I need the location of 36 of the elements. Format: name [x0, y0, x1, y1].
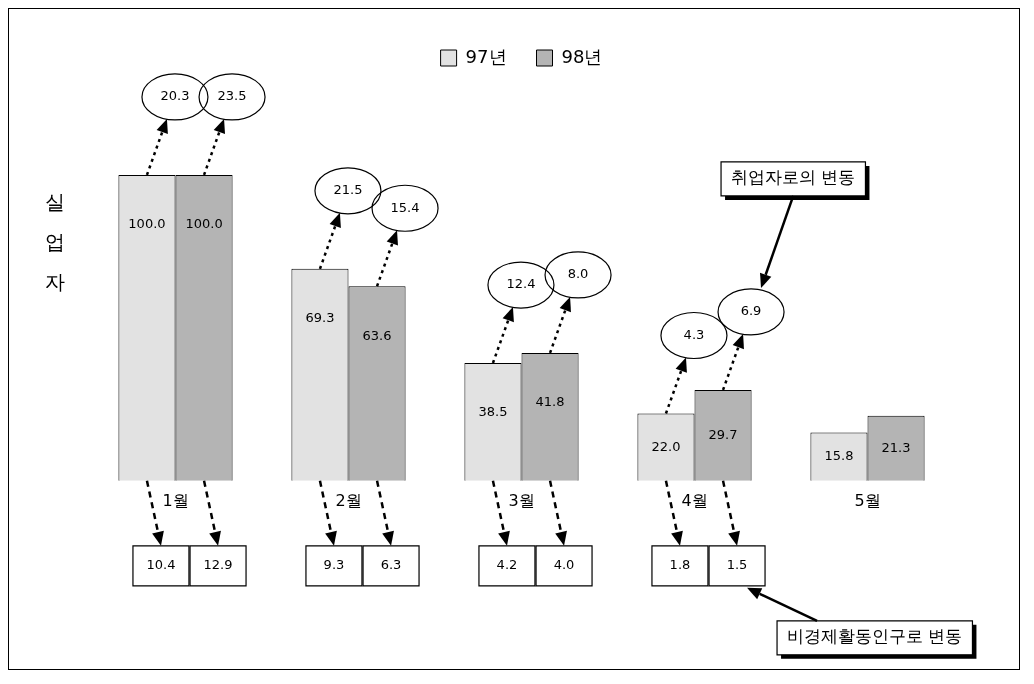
text: 10.4	[146, 557, 176, 573]
y-axis-title: 실업자	[42, 178, 68, 299]
x-tick-label: 4월	[681, 490, 708, 510]
annotation: 4.3	[683, 326, 705, 342]
text: 20.3	[160, 88, 190, 104]
text: 4.0	[553, 557, 575, 573]
text: 6.3	[380, 557, 402, 573]
x-tick-label: 3월	[508, 490, 535, 510]
data-label: 38.5	[478, 404, 508, 420]
text: 1.5	[726, 557, 748, 573]
annotation: 21.5	[333, 182, 363, 198]
data-label: 100.0	[128, 216, 166, 232]
x-tick-label: 2월	[335, 490, 362, 510]
text: 4.2	[496, 557, 518, 573]
data-label: 100.0	[185, 216, 223, 232]
text: 23.5	[217, 88, 247, 104]
annotation: 8.0	[567, 266, 589, 282]
legend-label: 98년	[561, 45, 603, 67]
annotation: 12.4	[506, 276, 536, 292]
annotation: 15.4	[390, 199, 420, 215]
x-tick-label: 5월	[854, 490, 881, 510]
legend-label: 97년	[465, 45, 507, 67]
annotation: 취업자로의 변동	[731, 167, 856, 188]
data-label: 63.6	[362, 327, 392, 343]
text: 1.8	[669, 557, 691, 573]
data-label: 41.8	[535, 394, 565, 410]
data-label: 69.3	[305, 310, 335, 326]
data-label: 22.0	[651, 438, 681, 454]
data-label: 21.3	[881, 439, 911, 455]
text: 비경제활동인구로 변동	[787, 626, 963, 647]
x-tick-label: 1월	[162, 490, 189, 510]
text: 12.9	[203, 557, 233, 573]
data-label: 15.8	[824, 448, 854, 464]
text: 9.3	[323, 557, 345, 573]
data-label: 29.7	[708, 426, 738, 442]
annotation: 6.9	[740, 303, 762, 319]
